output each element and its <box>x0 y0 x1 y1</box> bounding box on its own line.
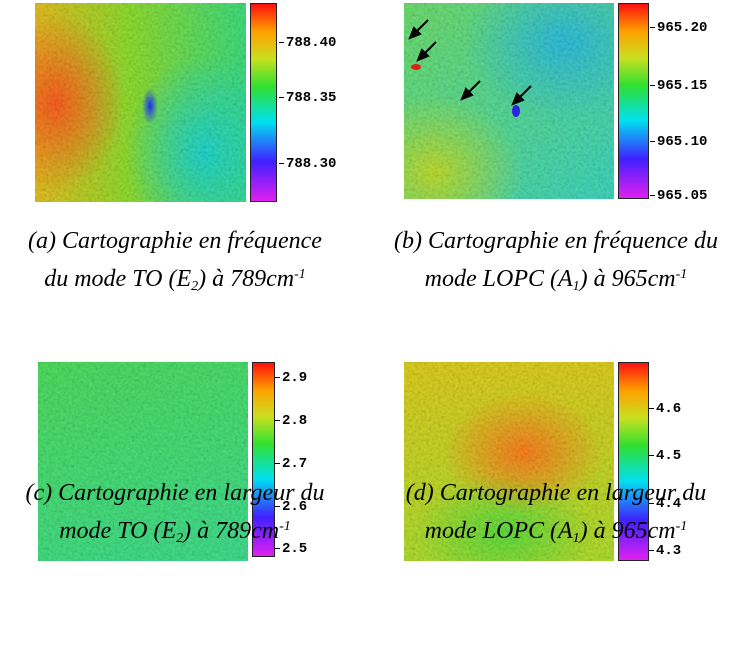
caption-line: mode TO (E2) à 789cm-1 <box>0 510 355 555</box>
caption-text: du mode TO (E <box>44 266 192 292</box>
caption-text: ) à 789cm <box>198 266 295 292</box>
colorbar-tick-label: 2.8 <box>274 413 308 429</box>
superscript: -1 <box>294 267 306 282</box>
caption: (d) Cartographie en largeur du mode LOPC… <box>376 477 731 555</box>
colorbar-tick-label: 4.3 <box>648 543 682 559</box>
colorbar <box>250 3 277 202</box>
arrows <box>408 19 532 117</box>
caption-text: mode LOPC (A <box>424 266 573 292</box>
caption-line: mode LOPC (A1) à 965cm-1 <box>376 510 731 555</box>
superscript: -1 <box>675 267 688 282</box>
caption-line: (a) Cartographie en fréquence <box>28 228 322 254</box>
colorbar-tick-label: 788.35 <box>278 90 337 106</box>
colorbar-tick-label: 965.15 <box>649 78 708 94</box>
subscript: 1 <box>572 531 580 546</box>
colorbar-tick-label: 2.7 <box>274 456 308 472</box>
heatmap <box>404 362 614 561</box>
caption-text: mode LOPC (A <box>424 518 573 544</box>
caption-text: ) à 965cm <box>579 266 676 292</box>
caption: (c) Cartographie en largeur du mode TO (… <box>0 477 355 555</box>
caption-text: ) à 789cm <box>183 518 280 544</box>
caption-line: (c) Cartographie en largeur du <box>25 480 325 506</box>
colorbar-tick-label: 2.9 <box>274 370 308 386</box>
colorbar-tick-label: 4.5 <box>648 448 682 464</box>
colorbar-tick-label: 2.6 <box>274 499 308 515</box>
caption-line: (d) Cartographie en largeur du <box>405 480 707 506</box>
heatmap <box>404 3 614 199</box>
colorbar-tick-label: 4.4 <box>648 496 682 512</box>
colorbar <box>618 3 649 199</box>
colorbar-tick-label: 4.6 <box>648 401 682 417</box>
caption-line: mode LOPC (A1) à 965cm-1 <box>376 258 731 303</box>
colorbar-tick-label: 788.40 <box>278 35 337 51</box>
colorbar-tick-label: 2.5 <box>274 541 308 557</box>
colorbar <box>618 362 649 561</box>
colorbar-tick-label: 788.30 <box>278 156 337 172</box>
subscript: 2 <box>191 279 199 294</box>
caption-text: ) à 965cm <box>579 518 676 544</box>
colorbar <box>252 362 275 557</box>
heatmap <box>38 362 248 561</box>
caption-line: du mode TO (E2) à 789cm-1 <box>0 258 355 303</box>
subscript: 2 <box>176 531 184 546</box>
superscript: -1 <box>675 519 688 534</box>
colorbar-tick-label: 965.05 <box>649 188 708 204</box>
subscript: 1 <box>572 279 580 294</box>
caption: (a) Cartographie en fréquence du mode TO… <box>0 225 355 303</box>
caption: (b) Cartographie en fréquence du mode LO… <box>376 225 731 303</box>
colorbar-tick-label: 965.10 <box>649 134 708 150</box>
caption-text: mode TO (E <box>59 518 177 544</box>
colorbar-tick-label: 965.20 <box>649 20 708 36</box>
heatmap <box>35 3 246 202</box>
superscript: -1 <box>279 519 291 534</box>
caption-line: (b) Cartographie en fréquence du <box>394 228 718 254</box>
